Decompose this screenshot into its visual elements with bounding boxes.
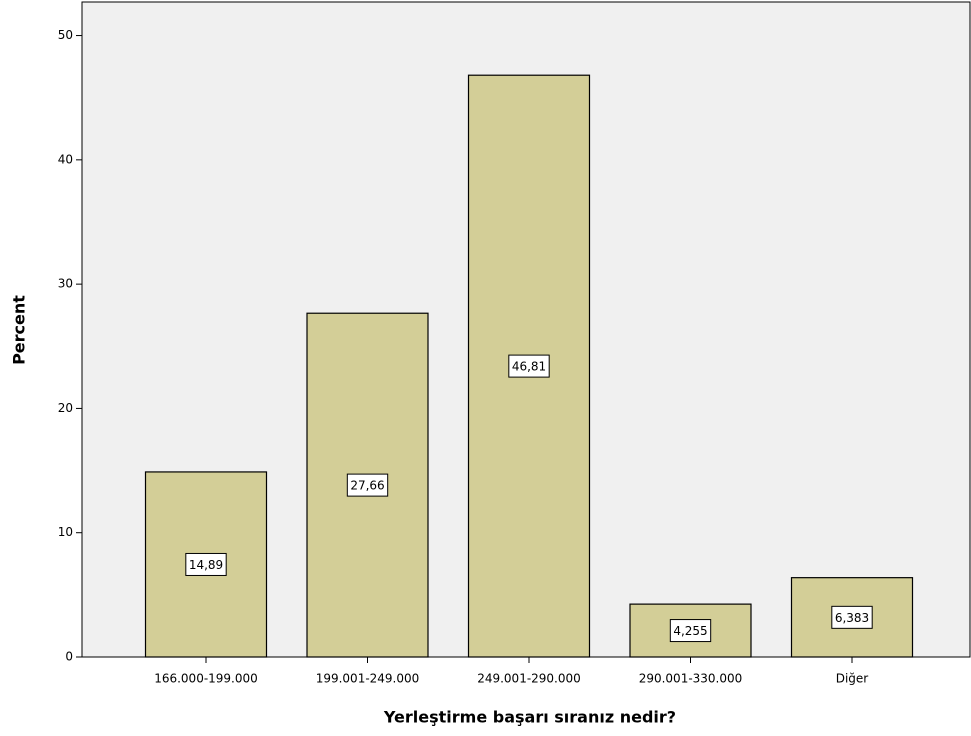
y-tick-label: 10 bbox=[58, 525, 73, 539]
y-tick-label: 30 bbox=[58, 277, 73, 291]
value-label-box bbox=[346, 473, 389, 497]
value-label: 4,255 bbox=[673, 624, 707, 638]
y-axis-title: Percent bbox=[10, 295, 29, 365]
value-label-box bbox=[508, 354, 550, 378]
x-axis-title: Yerleştirme başarı sıranız nedir? bbox=[383, 708, 676, 727]
x-tick-label: 166.000-199.000 bbox=[154, 672, 258, 686]
value-label: 27,66 bbox=[350, 479, 384, 493]
y-tick-label: 20 bbox=[58, 401, 73, 415]
x-tick-label: 290.001-330.000 bbox=[639, 672, 743, 686]
value-label-box bbox=[185, 552, 227, 576]
x-tick-label: Diğer bbox=[836, 672, 869, 686]
value-label: 6,383 bbox=[835, 611, 869, 625]
y-tick-label: 50 bbox=[58, 28, 73, 42]
value-label-box bbox=[669, 619, 712, 643]
value-label: 14,89 bbox=[189, 558, 223, 572]
value-label: 46,81 bbox=[512, 360, 546, 374]
y-tick-label: 0 bbox=[65, 650, 73, 664]
x-tick-label: 199.001-249.000 bbox=[316, 672, 420, 686]
value-label-box bbox=[831, 605, 873, 629]
y-tick-label: 40 bbox=[58, 152, 73, 166]
x-tick-label: 249.001-290.000 bbox=[477, 672, 581, 686]
